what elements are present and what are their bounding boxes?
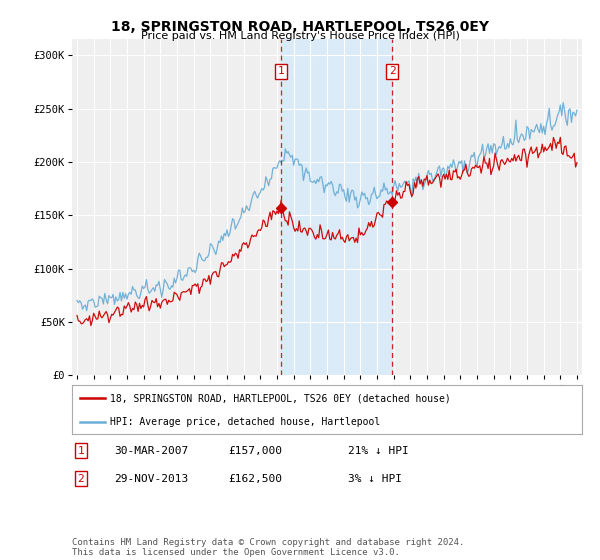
Text: 18, SPRINGSTON ROAD, HARTLEPOOL, TS26 0EY (detached house): 18, SPRINGSTON ROAD, HARTLEPOOL, TS26 0E…: [110, 393, 451, 403]
Text: Price paid vs. HM Land Registry's House Price Index (HPI): Price paid vs. HM Land Registry's House …: [140, 31, 460, 41]
Text: 30-MAR-2007: 30-MAR-2007: [114, 446, 188, 456]
Text: 1: 1: [77, 446, 85, 456]
Text: 18, SPRINGSTON ROAD, HARTLEPOOL, TS26 0EY: 18, SPRINGSTON ROAD, HARTLEPOOL, TS26 0E…: [111, 20, 489, 34]
Text: Contains HM Land Registry data © Crown copyright and database right 2024.
This d: Contains HM Land Registry data © Crown c…: [72, 538, 464, 557]
Text: 2: 2: [389, 66, 395, 76]
Text: HPI: Average price, detached house, Hartlepool: HPI: Average price, detached house, Hart…: [110, 417, 380, 427]
Bar: [281, 39, 392, 375]
Text: 2: 2: [77, 474, 85, 484]
Text: 21% ↓ HPI: 21% ↓ HPI: [348, 446, 409, 456]
Text: 1: 1: [277, 66, 284, 76]
Text: £157,000: £157,000: [228, 446, 282, 456]
Text: 29-NOV-2013: 29-NOV-2013: [114, 474, 188, 484]
Text: £162,500: £162,500: [228, 474, 282, 484]
Text: 3% ↓ HPI: 3% ↓ HPI: [348, 474, 402, 484]
